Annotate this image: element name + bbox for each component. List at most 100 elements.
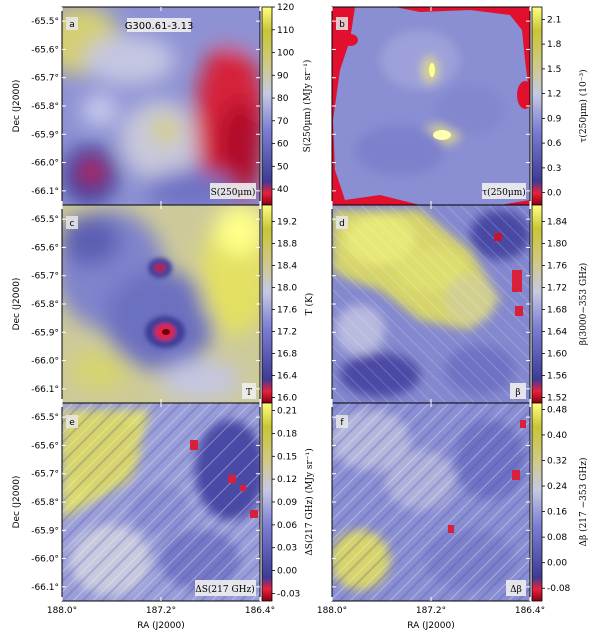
panel-e-image [62,403,260,601]
cb-tick-label-e-2: 0.15 [277,452,297,462]
colorbar-label-c: T (K) [304,293,315,316]
svg-text:ΔS(217 GHz): ΔS(217 GHz) [195,584,255,595]
cb-tick-label-b-2: 1.5 [547,65,561,75]
cb-tick-label-a-6: 60 [277,140,289,150]
y-axis-label-top: Dec (J2000) [12,80,22,133]
svg-text:b: b [339,20,345,30]
cb-tick-label-c-4: 17.6 [277,306,297,316]
y-tick-label-c-6: -66.1° [31,385,59,395]
y-tick-label-a-1: -65.6° [31,45,59,55]
svg-text:G300.61-3.13: G300.61-3.13 [125,21,194,32]
y-tick-label-c-5: -66.0° [31,357,59,367]
ticks-layer: -65.5° -65.6° -65.7° -65.8° -65.9° -66.0° -66.… [31,3,570,616]
panel-c [61,204,261,404]
x-tick-label-f-1: 187.2° [416,606,446,616]
cb-tick-label-f-5: 0.08 [547,533,567,543]
colorbar-label-d: β(3000−353 GHz) [578,263,589,346]
svg-text:c: c [70,219,75,229]
panel-a [61,6,261,206]
cb-tick-label-d-4: 1.68 [547,306,567,316]
cb-tick-label-d-8: 1.52 [547,394,567,404]
y-tick-label-e-3: -65.8° [31,498,59,508]
cb-tick-label-f-2: 0.32 [547,456,567,466]
colorbar-label-f: Δβ (217 −353 GHz) [578,458,589,547]
cb-tick-label-f-4: 0.16 [547,508,567,518]
y-tick-label-e-0: -65.5° [31,413,59,423]
y-tick-label-a-3: -65.8° [31,102,59,112]
y-tick-label-a-0: -65.5° [31,17,59,27]
colorbar-b [531,6,543,206]
cb-tick-label-f-1: 0.40 [547,431,567,441]
panel-c-image [62,205,260,403]
cb-tick-label-f-7: -0.08 [547,584,571,594]
colorbar-c [261,204,273,404]
cb-tick-label-b-5: 0.6 [547,139,562,149]
cb-tick-label-b-7: 0.0 [547,189,562,199]
y-tick-label-c-2: -65.7° [31,272,59,282]
cb-tick-label-d-1: 1.80 [547,240,567,250]
cb-tick-label-e-5: 0.06 [277,521,297,531]
svg-text:S(250μm): S(250μm) [211,187,256,198]
y-tick-label-a-6: -66.1° [31,187,59,197]
svg-text:d: d [339,219,345,229]
cb-tick-label-f-6: 0.00 [547,559,567,569]
cb-tick-label-d-3: 1.72 [547,284,567,294]
cb-tick-label-d-0: 1.84 [547,218,567,228]
colorbar-d [531,204,543,404]
cb-tick-label-b-4: 0.9 [547,114,562,124]
svg-text:e: e [69,418,75,428]
svg-text:τ(250μm): τ(250μm) [482,187,526,198]
quantity-label-b: τ(250μm) [482,183,526,199]
svg-text:β: β [515,388,520,398]
svg-text:Δβ: Δβ [510,585,522,595]
cb-tick-label-b-3: 1.2 [547,90,561,100]
quantity-label-d: β [510,383,526,399]
colorbar-label-a: S(250μm) (MJy sr⁻¹) [302,60,313,153]
quantity-label-e: ΔS(217 GHz) [195,580,256,596]
x-tick-label-f-2: 186.4° [515,606,545,616]
quantity-label-a: S(250μm) [210,183,256,199]
cb-tick-label-e-6: 0.03 [277,544,297,554]
x-tick-label-f-0: 188.0° [317,606,347,616]
panel-letter-e: e [66,415,78,428]
colorbar-a [261,6,273,206]
cb-tick-label-a-0: 120 [277,3,294,13]
panel-b [331,6,531,206]
svg-text:f: f [340,418,344,428]
x-axis-label-right: RA (J2000) [407,621,455,631]
y-tick-label-e-6: -66.1° [31,583,59,593]
panel-letter-d: d [336,216,348,229]
y-tick-label-c-4: -65.9° [31,328,59,338]
cb-tick-label-b-1: 1.8 [547,40,562,50]
cb-tick-label-e-7: 0.00 [277,567,297,577]
svg-text:T: T [246,388,252,398]
y-tick-label-e-1: -65.6° [31,441,59,451]
cb-tick-label-e-3: 0.12 [277,475,297,485]
panel-d [331,204,531,404]
cb-tick-label-d-5: 1.64 [547,328,567,338]
quantity-label-f: Δβ [506,580,526,596]
cb-tick-label-a-5: 70 [277,117,289,127]
x-tick-label-e-2: 186.4° [245,606,275,616]
field-name-label: G300.61-3.13 [125,18,194,32]
cb-tick-label-a-7: 50 [277,162,289,172]
y-tick-label-c-1: -65.6° [31,243,59,253]
cb-tick-label-f-3: 0.24 [547,482,567,492]
panel-letter-a: a [66,17,78,30]
panel-d-image [332,205,530,403]
y-tick-label-c-0: -65.5° [31,215,59,225]
cb-tick-label-a-4: 80 [277,94,289,104]
y-tick-label-e-4: -65.9° [31,526,59,536]
cb-tick-label-a-2: 100 [277,49,294,59]
y-axis-label-middle: Dec (J2000) [12,278,22,331]
panel-letter-f: f [336,415,348,428]
cb-tick-label-c-7: 16.4 [277,372,297,382]
cb-tick-label-d-2: 1.76 [547,262,567,272]
cb-tick-label-a-8: 40 [277,185,289,195]
colorbar-label-e: ΔS(217 GHz) (MJy sr⁻¹) [304,448,315,555]
cb-tick-label-e-4: 0.09 [277,498,297,508]
y-tick-label-a-5: -66.0° [31,159,59,169]
colorbar-label-b: τ(250μm) (10⁻³) [578,69,589,142]
panel-letter-b: b [336,17,348,30]
